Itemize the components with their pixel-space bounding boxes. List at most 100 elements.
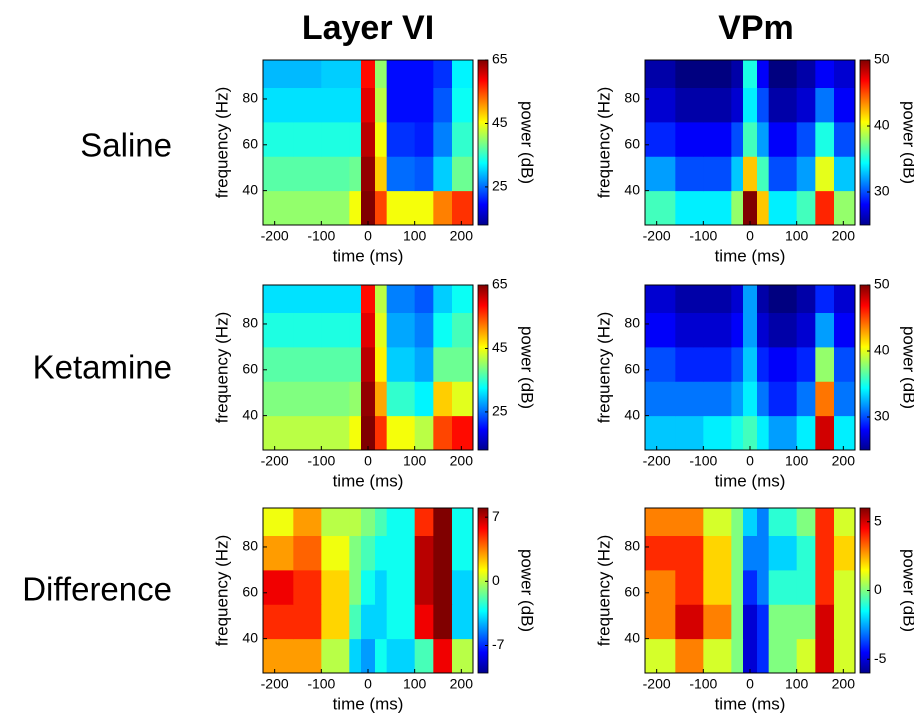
heatmap-cell bbox=[757, 121, 770, 157]
y-tick-label: 60 bbox=[624, 583, 640, 599]
heatmap-cell bbox=[675, 604, 704, 640]
heatmap-cell bbox=[433, 346, 453, 382]
heatmap-cell bbox=[834, 87, 855, 123]
heatmap-cell bbox=[414, 569, 434, 605]
heatmap-cell bbox=[386, 569, 416, 605]
heatmap-cell bbox=[731, 569, 744, 605]
heatmap bbox=[645, 60, 855, 225]
heatmap-cell bbox=[815, 190, 835, 225]
heatmap-cell bbox=[452, 569, 473, 605]
heatmap-cell bbox=[796, 415, 816, 450]
y-tick-label: 80 bbox=[242, 90, 258, 106]
heatmap-cell bbox=[834, 535, 855, 571]
heatmap-cell bbox=[321, 638, 350, 673]
row-label: Ketamine bbox=[33, 349, 172, 386]
heatmap-cell bbox=[675, 381, 704, 417]
heatmap-cell bbox=[743, 190, 758, 225]
heatmap-cell bbox=[743, 535, 758, 571]
heatmap-cell bbox=[433, 415, 453, 450]
heatmap-cell bbox=[375, 604, 388, 640]
heatmap bbox=[263, 285, 473, 450]
heatmap-cell bbox=[675, 535, 704, 571]
heatmap-cell bbox=[757, 569, 770, 605]
heatmap-cell bbox=[361, 190, 376, 225]
colorbar-tick-label: 40 bbox=[874, 342, 890, 358]
heatmap-cell bbox=[645, 87, 676, 123]
heatmap-cell bbox=[414, 312, 434, 348]
heatmap-cell bbox=[675, 569, 704, 605]
heatmap-cell bbox=[414, 190, 434, 225]
heatmap-cell bbox=[645, 569, 676, 605]
heatmap-cell bbox=[386, 604, 416, 640]
heatmap-cell bbox=[768, 604, 798, 640]
heatmap-cell bbox=[731, 312, 744, 348]
heatmap-cell bbox=[675, 312, 704, 348]
x-tick-label: 0 bbox=[746, 676, 754, 692]
heatmap-cell bbox=[293, 60, 322, 88]
heatmap-cell bbox=[834, 312, 855, 348]
heatmap-cell bbox=[768, 638, 798, 673]
y-tick-label: 60 bbox=[242, 583, 258, 599]
heatmap-cell bbox=[349, 381, 362, 417]
heatmap-cell bbox=[768, 121, 798, 157]
heatmap-cell bbox=[263, 569, 294, 605]
heatmap-cell bbox=[703, 60, 732, 88]
heatmap-cell bbox=[452, 638, 473, 673]
heatmap-cell bbox=[321, 604, 350, 640]
heatmap-cell bbox=[757, 535, 770, 571]
heatmap-cell bbox=[375, 381, 388, 417]
x-tick-label: -200 bbox=[643, 676, 671, 692]
x-tick-label: 200 bbox=[450, 228, 474, 244]
heatmap-cell bbox=[414, 381, 434, 417]
heatmap-cell bbox=[361, 121, 376, 157]
row-label: Difference bbox=[22, 571, 172, 608]
heatmap-cell bbox=[743, 285, 758, 313]
heatmap-cell bbox=[796, 569, 816, 605]
heatmap-cell bbox=[815, 415, 835, 450]
heatmap-cell bbox=[768, 381, 798, 417]
heatmap-cell bbox=[796, 508, 816, 536]
heatmap-cell bbox=[768, 415, 798, 450]
x-tick-label: 0 bbox=[364, 676, 372, 692]
heatmap-cell bbox=[703, 121, 732, 157]
heatmap-cell bbox=[375, 190, 388, 225]
colorbar-tick-label: 0 bbox=[492, 572, 500, 588]
heatmap-cell bbox=[452, 87, 473, 123]
heatmap-cell bbox=[293, 508, 322, 536]
heatmap-cell bbox=[349, 121, 362, 157]
heatmap-cell bbox=[743, 569, 758, 605]
heatmap-cell bbox=[293, 569, 322, 605]
heatmap-cell bbox=[386, 156, 416, 192]
heatmap-cell bbox=[703, 508, 732, 536]
heatmap-cell bbox=[703, 381, 732, 417]
heatmap-cell bbox=[796, 60, 816, 88]
colorbar-tick-label: 65 bbox=[492, 276, 508, 292]
heatmap-cell bbox=[293, 604, 322, 640]
heatmap-cell bbox=[349, 285, 362, 313]
y-tick-label: 60 bbox=[624, 360, 640, 376]
heatmap-cell bbox=[834, 346, 855, 382]
heatmap-cell bbox=[796, 285, 816, 313]
heatmap-cell bbox=[414, 535, 434, 571]
heatmap-cell bbox=[757, 604, 770, 640]
heatmap-cell bbox=[731, 121, 744, 157]
heatmap-cell bbox=[834, 508, 855, 536]
heatmap-cell bbox=[731, 346, 744, 382]
heatmap-cell bbox=[375, 87, 388, 123]
heatmap-cell bbox=[834, 381, 855, 417]
heatmap-cell bbox=[731, 535, 744, 571]
heatmap-cell bbox=[768, 346, 798, 382]
heatmap-cell bbox=[361, 285, 376, 313]
heatmap-cell bbox=[375, 569, 388, 605]
heatmap-cell bbox=[757, 508, 770, 536]
heatmap-cell bbox=[796, 156, 816, 192]
heatmap-cell bbox=[414, 121, 434, 157]
x-tick-label: 0 bbox=[364, 453, 372, 469]
heatmap-cell bbox=[815, 285, 835, 313]
y-tick-label: 60 bbox=[624, 135, 640, 151]
heatmap-cell bbox=[349, 415, 362, 450]
heatmap-cell bbox=[414, 346, 434, 382]
colorbar-tick-label: 5 bbox=[874, 512, 882, 528]
heatmap-cell bbox=[768, 87, 798, 123]
